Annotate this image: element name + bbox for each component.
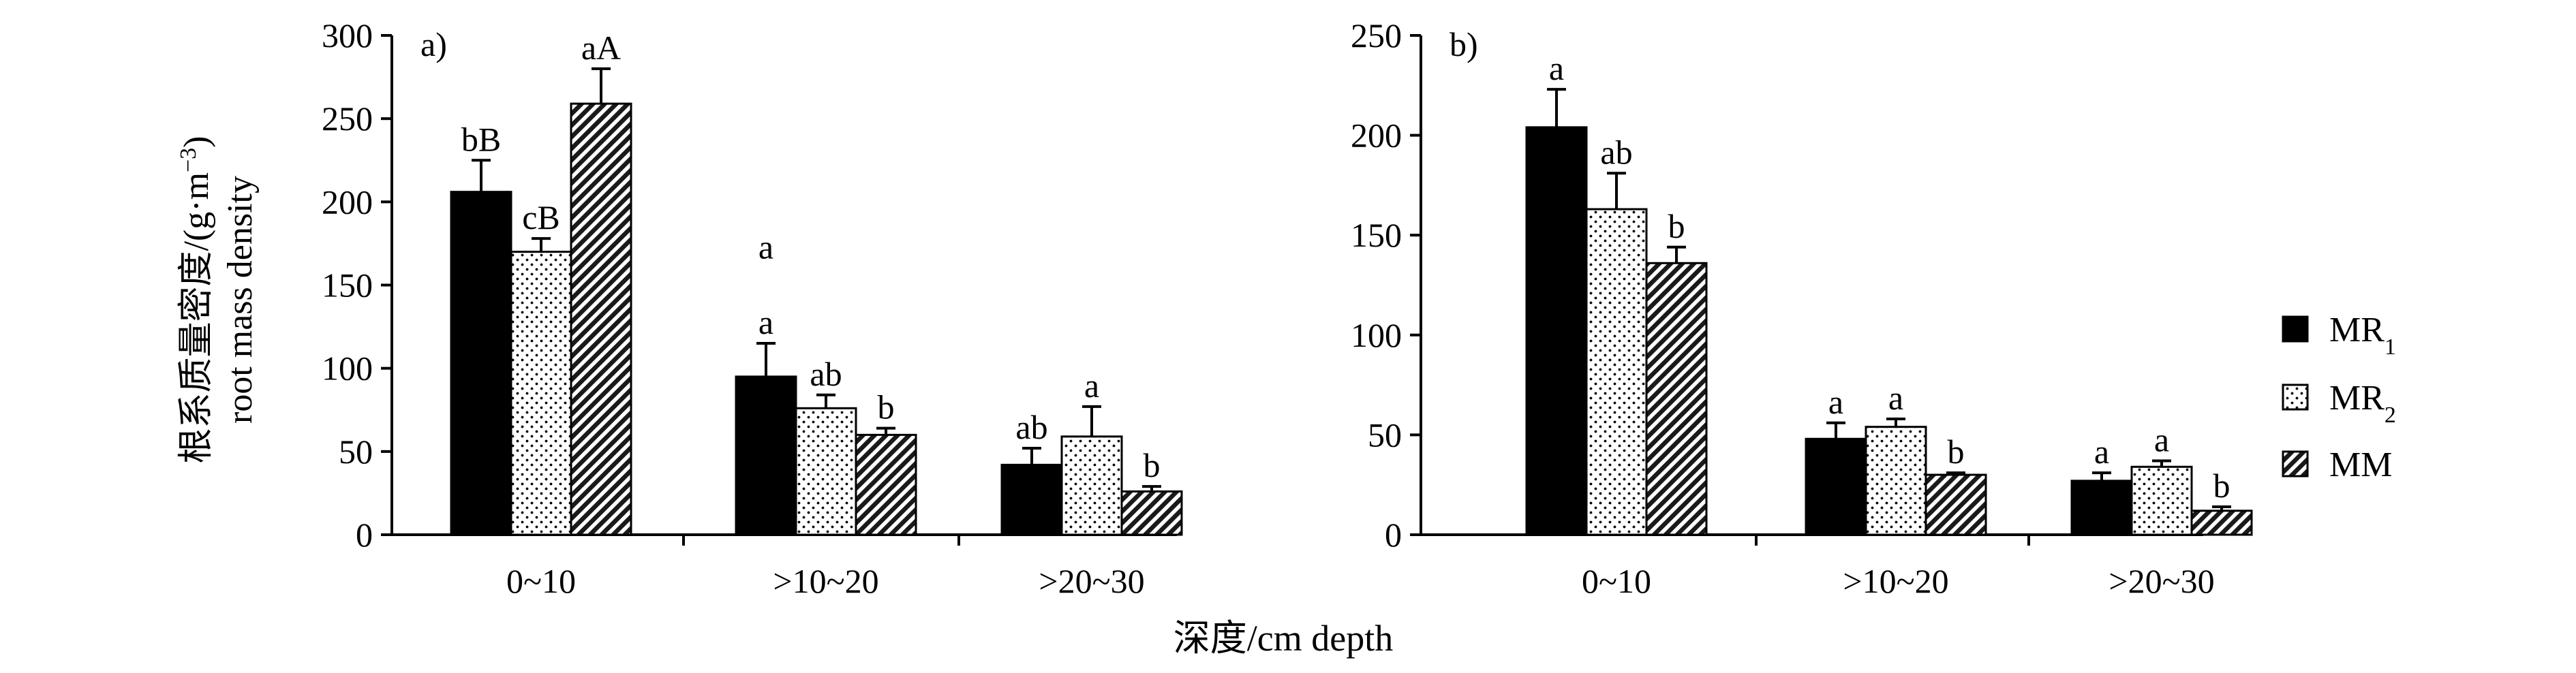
bar [1865, 426, 1927, 536]
bar [795, 407, 857, 536]
bar [2130, 465, 2193, 536]
bar [450, 191, 512, 536]
bar [1060, 435, 1123, 536]
bar [855, 433, 917, 536]
panel-label: a) [420, 25, 447, 63]
data-label: b [1668, 207, 1685, 245]
annotation: a [758, 228, 773, 266]
legend-label: MM [2329, 445, 2392, 484]
data-label: a [1084, 366, 1099, 405]
legend: MR1 MR2 MM [2282, 311, 2396, 484]
y-tick-label: 0 [356, 516, 373, 554]
x-tick-label: >10~20 [773, 562, 878, 600]
data-label: a [2154, 421, 2169, 459]
legend-swatch [2282, 315, 2309, 343]
bar [2190, 510, 2253, 536]
y-tick-label: 50 [339, 433, 373, 471]
y-tick-label: 150 [1351, 216, 1402, 254]
legend-label: MR1 [2329, 311, 2396, 360]
y-axis-title-cn: 根系质量密度/(g·m−3) [176, 136, 217, 463]
bar [510, 251, 572, 536]
data-label: ab [810, 355, 842, 393]
data-label: aA [581, 29, 621, 67]
y-axis-title-en: root mass density [221, 176, 260, 424]
y-tick-label: 50 [1368, 416, 1402, 454]
data-label: b [878, 388, 895, 426]
data-label: a [2094, 433, 2109, 471]
y-tick-label: 150 [322, 266, 373, 304]
x-tick-label: >20~30 [2109, 562, 2214, 600]
legend-swatch [2282, 450, 2309, 478]
x-tick-label: >20~30 [1039, 562, 1144, 600]
data-label: a [1888, 379, 1903, 417]
legend-swatch [2282, 384, 2309, 411]
x-axis-title: 深度/cm depth [1174, 618, 1393, 659]
y-tick-label: 0 [1385, 516, 1402, 554]
bar [1925, 473, 1987, 536]
y-axis-title-sup: −3 [176, 148, 201, 172]
y-tick-label: 200 [322, 183, 373, 221]
y-tick-label: 250 [1351, 16, 1402, 54]
y-tick-label: 200 [1351, 116, 1402, 155]
x-tick-label: 0~10 [506, 562, 576, 600]
data-label: a [1828, 383, 1843, 421]
bar [735, 375, 797, 536]
y-axis-title-cn-text: 根系质量密度/(g·m [177, 172, 216, 464]
legend-label: MR2 [2329, 379, 2396, 428]
bar [1805, 437, 1867, 536]
bar [570, 102, 632, 536]
data-label: a [1549, 49, 1564, 87]
bar [1525, 126, 1588, 536]
data-label: b [2213, 467, 2230, 505]
bar [1645, 262, 1708, 536]
bar [1000, 463, 1063, 536]
bar [1120, 490, 1183, 536]
data-label: b [1144, 446, 1161, 484]
y-axis-title: 根系质量密度/(g·m−3) root mass density [176, 136, 260, 463]
panel-label: b) [1450, 25, 1478, 63]
data-label: ab [1600, 133, 1632, 171]
bar [2070, 480, 2133, 536]
data-label: a [758, 303, 773, 341]
y-tick-label: 250 [322, 99, 373, 138]
data-label: bB [461, 120, 501, 158]
data-label: b [1948, 433, 1965, 471]
x-tick-label: >10~20 [1843, 562, 1948, 600]
y-tick-label: 100 [1351, 316, 1402, 354]
data-label: cB [522, 198, 560, 236]
y-tick-label: 300 [322, 16, 373, 54]
y-tick-label: 100 [322, 349, 373, 388]
y-axis-title-close: ) [177, 136, 216, 147]
bar [1585, 208, 1648, 536]
data-label: ab [1015, 408, 1047, 446]
x-tick-label: 0~10 [1582, 562, 1651, 600]
